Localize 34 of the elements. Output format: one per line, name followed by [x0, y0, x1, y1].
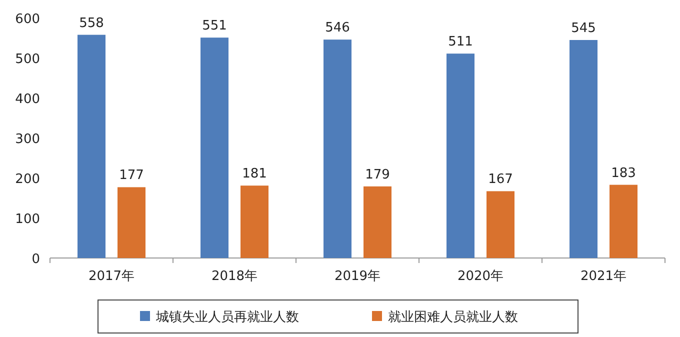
data-label: 558: [79, 16, 104, 31]
x-tick-label: 2019年: [334, 269, 381, 284]
bar: [324, 40, 352, 258]
bar: [200, 38, 228, 258]
bar: [118, 187, 146, 258]
bar: [570, 40, 598, 258]
bar: [240, 186, 268, 258]
y-tick-label: 600: [15, 12, 40, 27]
data-label: 546: [325, 20, 350, 36]
y-tick-label: 400: [15, 92, 40, 107]
legend-label: 就业困难人员就业人数: [388, 310, 518, 325]
bar: [446, 54, 474, 258]
bar: [78, 34, 106, 258]
data-label: 181: [242, 166, 267, 182]
x-tick-label: 2017年: [88, 269, 135, 284]
bar: [486, 191, 514, 258]
bar: [610, 184, 638, 258]
x-tick-label: 2021年: [580, 269, 627, 284]
data-label: 511: [448, 34, 473, 50]
y-tick-label: 500: [15, 52, 40, 67]
data-label: 551: [202, 18, 227, 34]
x-tick-label: 2020年: [457, 269, 504, 284]
data-label: 167: [488, 172, 513, 188]
y-tick-label: 0: [32, 252, 40, 267]
data-label: 177: [119, 168, 144, 184]
x-tick-label: 2018年: [211, 269, 258, 284]
data-label: 183: [611, 166, 636, 181]
y-tick-label: 300: [15, 132, 40, 147]
data-label: 545: [571, 21, 596, 36]
data-label: 179: [365, 167, 390, 182]
y-tick-label: 100: [15, 212, 40, 227]
y-tick-label: 200: [15, 172, 40, 187]
legend-label: 城镇失业人员再就业人数: [155, 310, 299, 325]
bar: [364, 186, 392, 258]
